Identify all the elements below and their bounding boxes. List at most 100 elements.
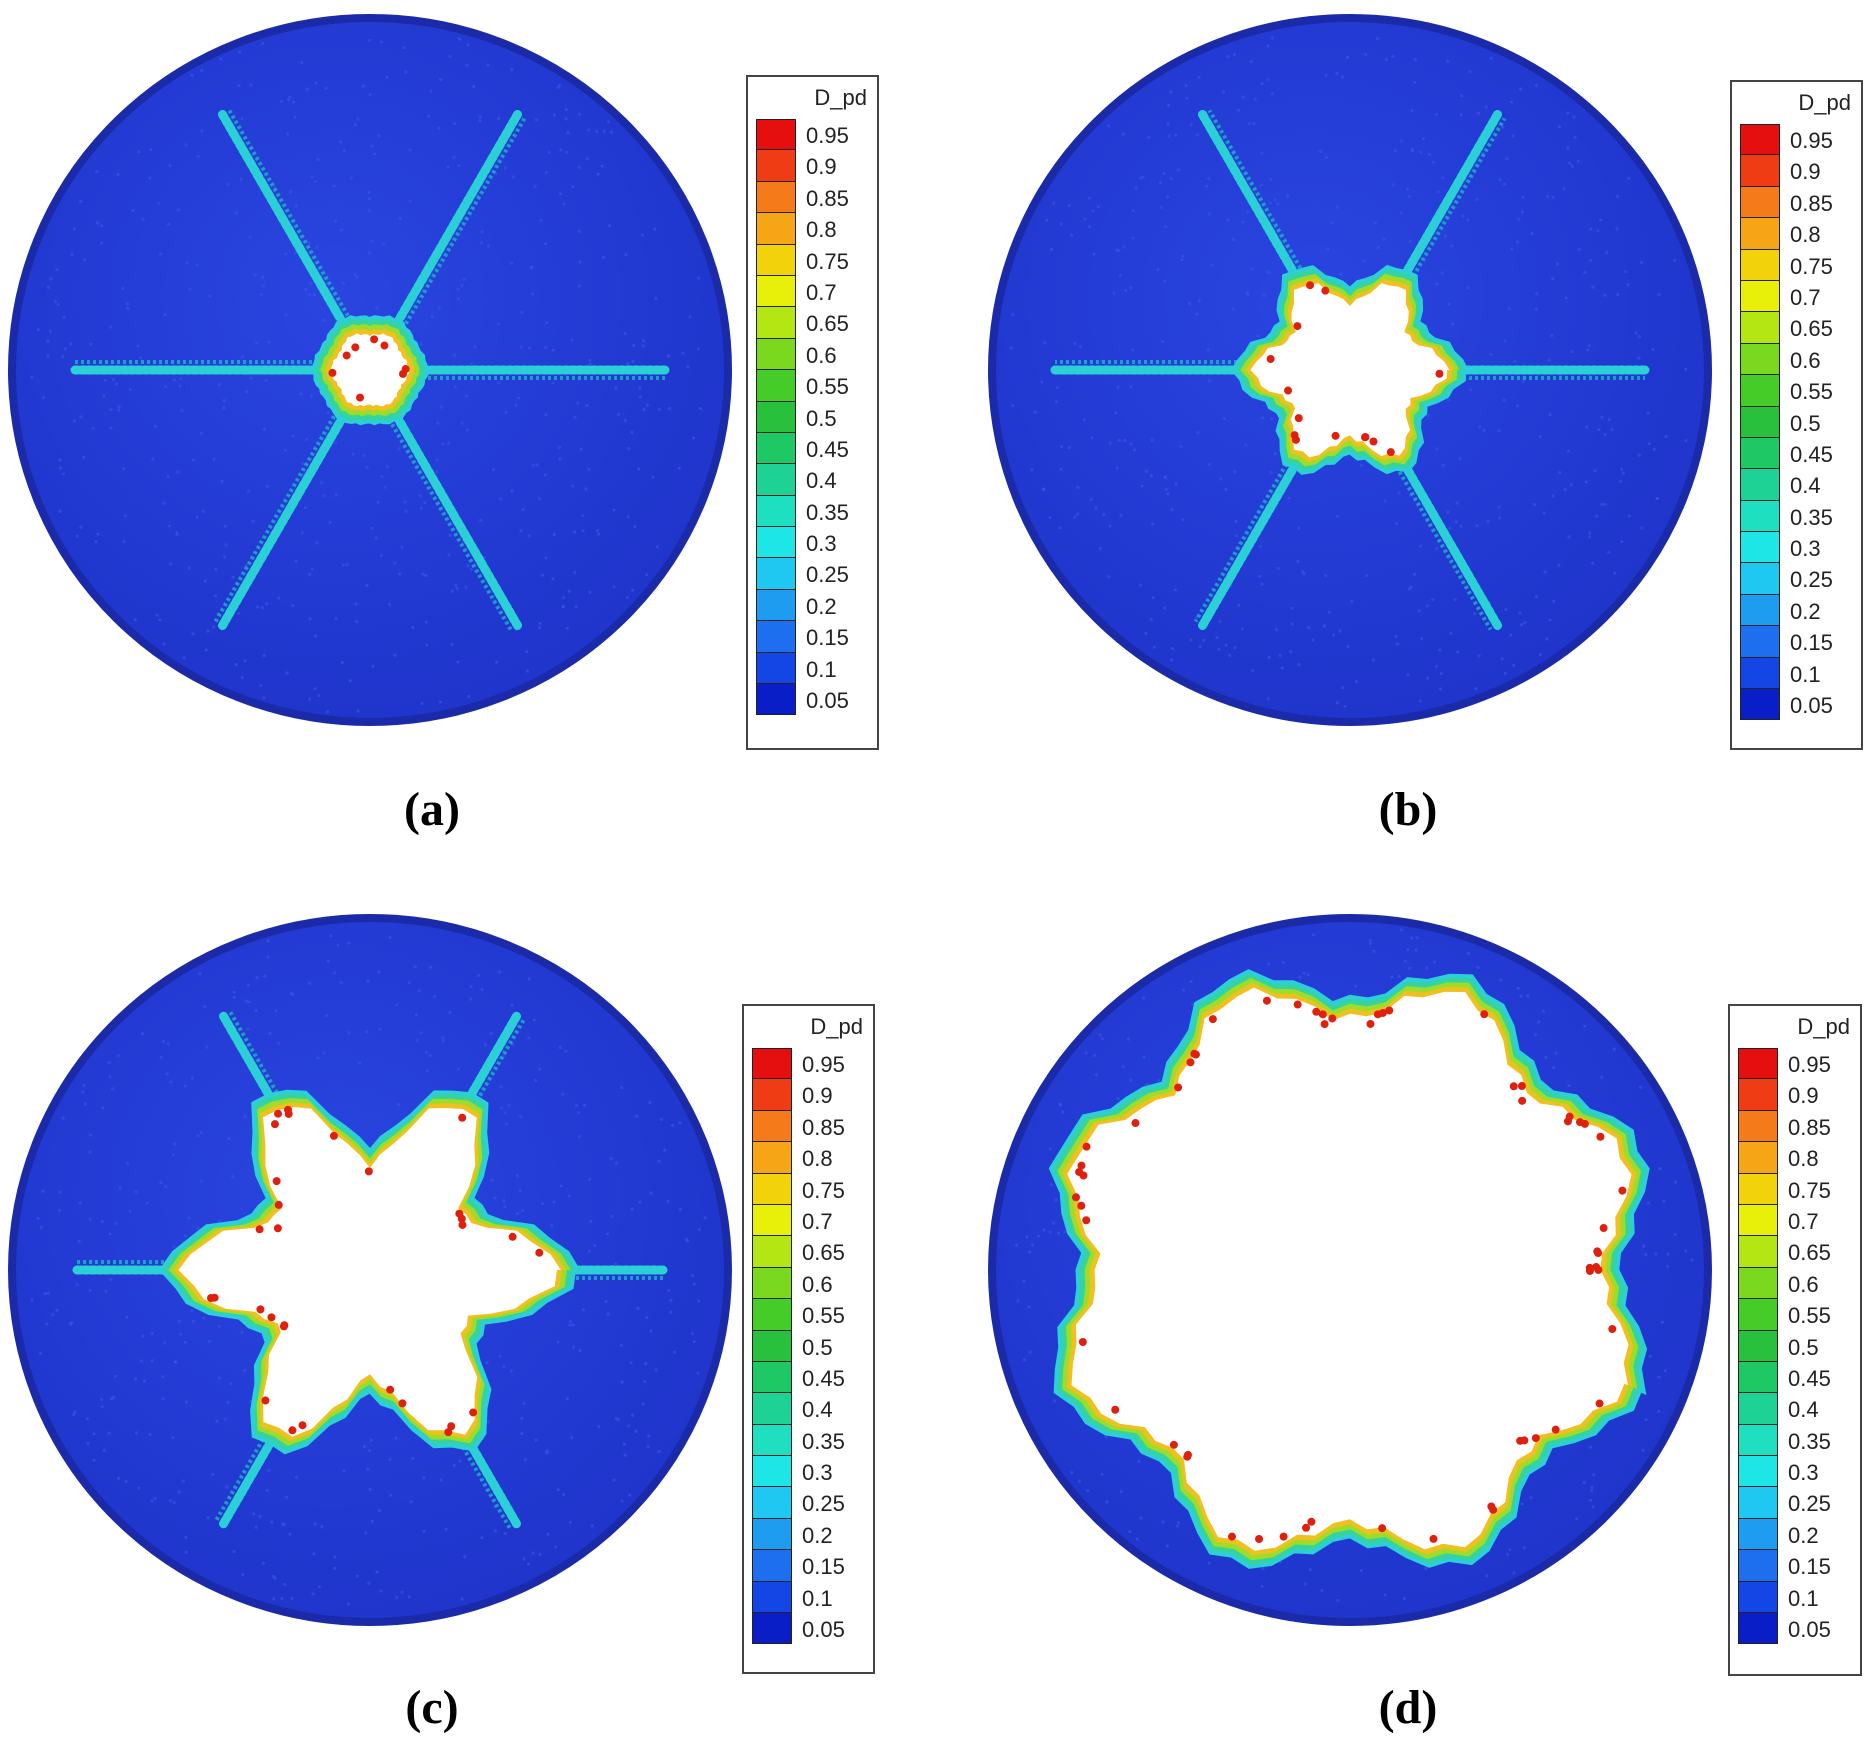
legend-swatch [752, 1174, 792, 1205]
legend-row: 0.6 [1738, 1268, 1854, 1299]
legend-swatch [752, 1331, 792, 1362]
legend-label: 0.65 [806, 311, 849, 337]
legend-rows: 0.95 0.9 0.85 0.8 0.75 0.7 0.65 0.6 0.55 0.5 0.45 0… [1738, 1048, 1854, 1644]
legend-label: 0.45 [1788, 1366, 1831, 1392]
legend-swatch [756, 496, 796, 527]
simulation-disk-a [0, 0, 740, 740]
legend-row: 0.05 [1740, 689, 1855, 720]
legend-row: 0.8 [752, 1142, 867, 1173]
legend-swatch [1740, 312, 1780, 343]
legend-row: 0.1 [1740, 658, 1855, 689]
legend-row: 0.95 [752, 1048, 867, 1079]
legend-swatch [752, 1111, 792, 1142]
legend-row: 0.15 [1740, 626, 1855, 657]
legend-label: 0.45 [806, 437, 849, 463]
legend-row: 0.6 [756, 339, 871, 370]
legend-row: 0.3 [1738, 1456, 1854, 1487]
legend-swatch [752, 1582, 792, 1613]
legend-row: 0.35 [1740, 501, 1855, 532]
legend-row: 0.85 [756, 182, 871, 213]
legend-row: 0.35 [1738, 1425, 1854, 1456]
legend-label: 0.6 [1788, 1272, 1819, 1298]
legend-swatch [1738, 1174, 1778, 1205]
colorbar-legend-b: D_pd 0.95 0.9 0.85 0.8 0.75 0.7 0.65 0.6 0.55 0.5 0… [1730, 80, 1863, 750]
colorbar-legend-d: D_pd 0.95 0.9 0.85 0.8 0.75 0.7 0.65 0.6 0.55 0.5 0… [1728, 1004, 1862, 1676]
legend-row: 0.6 [1740, 344, 1855, 375]
legend-label: 0.2 [1788, 1523, 1819, 1549]
legend-swatch [752, 1268, 792, 1299]
legend-row: 0.2 [752, 1519, 867, 1550]
legend-row: 0.3 [1740, 532, 1855, 563]
legend-row: 0.4 [756, 464, 871, 495]
legend-label: 0.95 [1790, 128, 1833, 154]
legend-swatch [752, 1079, 792, 1110]
legend-label: 0.25 [806, 562, 849, 588]
legend-swatch [752, 1362, 792, 1393]
legend-swatch [1738, 1048, 1778, 1079]
legend-label: 0.1 [806, 657, 837, 683]
legend-row: 0.45 [1740, 438, 1855, 469]
legend-swatch [752, 1299, 792, 1330]
legend-swatch [1738, 1205, 1778, 1236]
legend-label: 0.85 [1790, 191, 1833, 217]
legend-label: 0.3 [806, 531, 837, 557]
legend-row: 0.45 [1738, 1362, 1854, 1393]
legend-swatch [756, 339, 796, 370]
legend-swatch [752, 1236, 792, 1267]
legend-swatch [1738, 1299, 1778, 1330]
legend-row: 0.55 [1740, 375, 1855, 406]
legend-label: 0.8 [1790, 222, 1821, 248]
caption-a: (a) [372, 782, 492, 837]
legend-row: 0.65 [752, 1236, 867, 1267]
legend-label: 0.75 [1788, 1178, 1831, 1204]
legend-row: 0.75 [752, 1174, 867, 1205]
legend-row: 0.05 [752, 1613, 867, 1644]
legend-label: 0.05 [1790, 693, 1833, 719]
legend-row: 0.05 [1738, 1613, 1854, 1644]
legend-swatch [756, 590, 796, 621]
legend-label: 0.6 [806, 343, 837, 369]
legend-swatch [1740, 375, 1780, 406]
legend-swatch [1738, 1111, 1778, 1142]
legend-swatch [756, 119, 796, 150]
legend-label: 0.7 [1788, 1209, 1819, 1235]
legend-swatch [1740, 250, 1780, 281]
legend-row: 0.55 [1738, 1299, 1854, 1330]
legend-swatch [1740, 501, 1780, 532]
legend-row: 0.25 [752, 1487, 867, 1518]
panel-a: D_pd 0.95 0.9 0.85 0.8 0.75 0.7 0.65 0.6 0.55 0.5 0… [0, 0, 933, 860]
legend-swatch [756, 245, 796, 276]
legend-swatch [1738, 1236, 1778, 1267]
legend-swatch [1738, 1393, 1778, 1424]
legend-swatch [1738, 1487, 1778, 1518]
legend-label: 0.65 [1788, 1240, 1831, 1266]
caption-d: (d) [1348, 1680, 1468, 1735]
legend-row: 0.15 [1738, 1550, 1854, 1581]
legend-row: 0.65 [1738, 1236, 1854, 1267]
legend-label: 0.6 [802, 1272, 833, 1298]
legend-swatch [756, 276, 796, 307]
legend-label: 0.8 [806, 217, 837, 243]
legend-swatch [1740, 532, 1780, 563]
legend-swatch [752, 1142, 792, 1173]
colorbar-legend-c: D_pd 0.95 0.9 0.85 0.8 0.75 0.7 0.65 0.6 0.55 0.5 0… [742, 1004, 875, 1674]
legend-title: D_pd [814, 85, 867, 111]
legend-swatch [752, 1550, 792, 1581]
panel-d: D_pd 0.95 0.9 0.85 0.8 0.75 0.7 0.65 0.6 0.55 0.5 0… [980, 900, 1867, 1759]
legend-swatch [1740, 469, 1780, 500]
simulation-disk-d [980, 900, 1720, 1640]
legend-row: 0.9 [752, 1079, 867, 1110]
legend-label: 0.35 [1788, 1429, 1831, 1455]
legend-swatch [756, 653, 796, 684]
legend-swatch [756, 402, 796, 433]
legend-swatch [1738, 1331, 1778, 1362]
legend-label: 0.9 [1790, 159, 1821, 185]
legend-row: 0.5 [756, 402, 871, 433]
legend-swatch [752, 1393, 792, 1424]
legend-label: 0.35 [806, 500, 849, 526]
legend-swatch [1738, 1582, 1778, 1613]
legend-row: 0.95 [756, 119, 871, 150]
legend-swatch [1740, 281, 1780, 312]
legend-title: D_pd [1797, 1014, 1850, 1040]
legend-row: 0.75 [1738, 1174, 1854, 1205]
